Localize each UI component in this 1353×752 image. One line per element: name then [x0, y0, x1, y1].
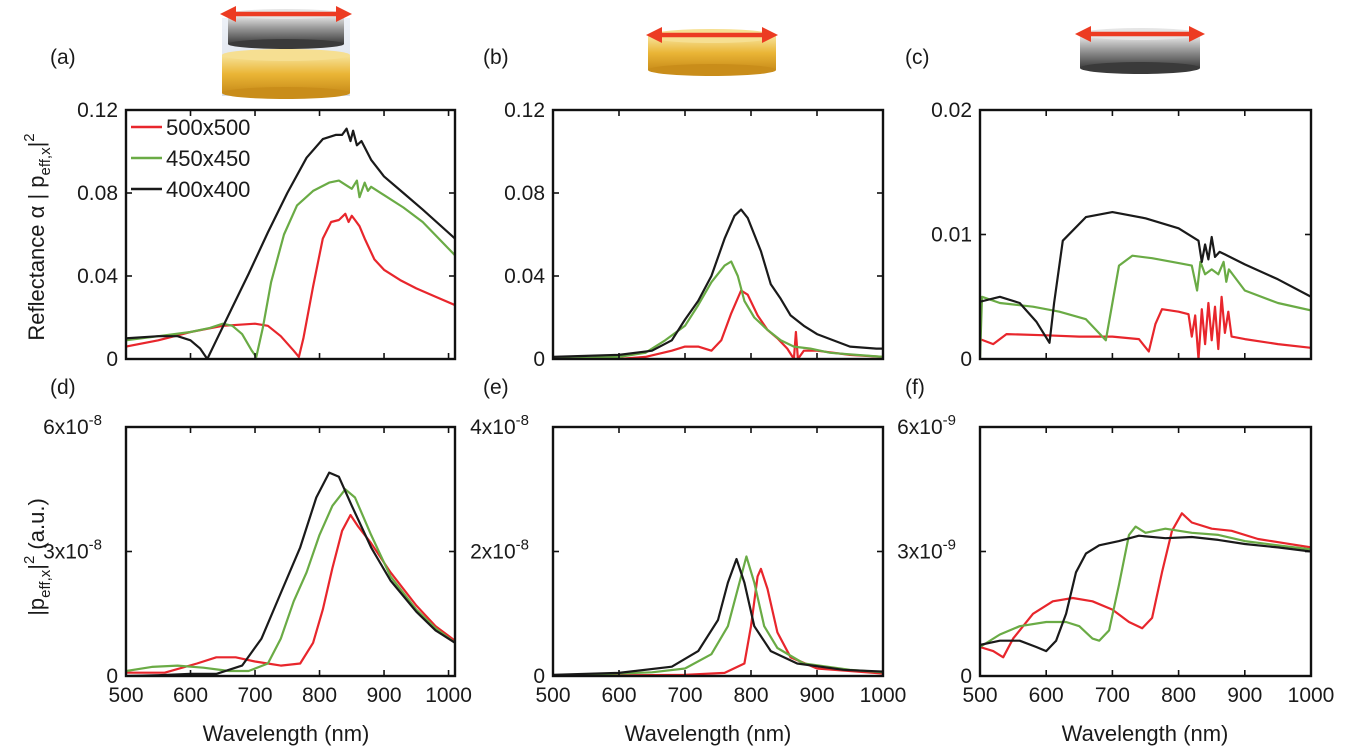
series-line-b-450x450 — [553, 260, 883, 359]
tick-marks-a — [125, 109, 455, 360]
x-tick-label: 700 — [237, 684, 272, 707]
x-tick-label: 800 — [1161, 684, 1196, 707]
plot-d: 0 3x10-8 6x10-8 500 600 700 800 900 1000 — [43, 412, 472, 707]
panel-label-f: (f) — [905, 376, 925, 399]
y-tick-label: 3x10-9 — [897, 537, 956, 564]
series-line-f-500x500 — [980, 512, 1311, 659]
plot-a: 0 0.04 0.08 0.12 — [77, 99, 457, 371]
plot-c: 0 0.01 0.02 — [931, 99, 1313, 371]
plots-layer: 0 0.04 0.08 0.12 0 0.04 0.08 0.12 0 0.01 0.02 0 3x10… — [43, 99, 1334, 707]
y-tick-label: 0 — [106, 348, 118, 371]
polarization-arrow-icon — [220, 6, 1205, 43]
panel-label-b: (b) — [483, 46, 509, 69]
panel-label-c: (c) — [905, 46, 930, 69]
x-tick-label: 600 — [1029, 684, 1064, 707]
series-line-d-450x450 — [126, 488, 455, 673]
y-tick-label: 6x10-9 — [897, 412, 956, 439]
tick-marks-c — [979, 109, 1312, 360]
plot-frame-b — [551, 108, 885, 361]
panel-label-a: (a) — [50, 46, 76, 69]
x-tick-label: 900 — [799, 684, 834, 707]
plot-f: 0 3x10-9 6x10-9 500 600 700 800 900 1000 — [897, 412, 1334, 707]
x-tick-label: 1000 — [1288, 684, 1335, 707]
series-line-b-400x400 — [553, 208, 883, 358]
x-axis-label-d: Wavelength (nm) — [203, 721, 370, 746]
y-tick-label: 0.04 — [504, 265, 545, 288]
plot-e: 0 2x10-8 4x10-8 500 600 700 800 900 1000 — [470, 412, 906, 707]
x-tick-label: 800 — [302, 684, 337, 707]
plot-frame-e — [551, 425, 885, 678]
plot-frame-a — [124, 108, 457, 361]
x-tick-label: 500 — [108, 684, 143, 707]
tick-marks-d — [125, 426, 455, 677]
series-line-d-500x500 — [126, 513, 455, 674]
x-tick-label: 600 — [601, 684, 636, 707]
y-tick-label: 6x10-8 — [43, 412, 102, 439]
y-tick-label: 0 — [533, 348, 545, 371]
y-tick-label: 0 — [960, 348, 972, 371]
series-line-c-450x450 — [980, 254, 1311, 359]
tick-marks-b — [552, 109, 884, 360]
series-line-a-400x400 — [126, 127, 455, 359]
series-line-b-500x500 — [553, 289, 883, 359]
legend-label-400: 400x400 — [166, 177, 250, 202]
y-tick-label: 0 — [960, 665, 972, 688]
y-tick-label: 0.12 — [504, 99, 545, 122]
x-axis-label-e: Wavelength (nm) — [625, 721, 792, 746]
x-tick-label: 1000 — [425, 684, 472, 707]
series-line-e-500x500 — [553, 567, 883, 676]
y-tick-label: 0.02 — [931, 99, 972, 122]
top-y-axis-label: Reflectance α | peff,x|2 — [21, 133, 54, 340]
x-tick-label: 900 — [1227, 684, 1262, 707]
x-tick-label: 700 — [667, 684, 702, 707]
legend: 500x500 450x450 400x400 — [131, 115, 250, 202]
x-tick-label: 500 — [535, 684, 570, 707]
panel-label-d: (d) — [50, 376, 76, 399]
plot-frame-d — [124, 425, 457, 678]
y-tick-label: 2x10-8 — [470, 537, 529, 564]
y-tick-label: 0 — [106, 665, 118, 688]
x-tick-label: 800 — [733, 684, 768, 707]
tick-marks-f — [979, 426, 1312, 677]
series-line-f-450x450 — [980, 525, 1311, 649]
y-tick-label: 0 — [533, 665, 545, 688]
y-tick-label: 4x10-8 — [470, 412, 529, 439]
x-tick-label: 500 — [962, 684, 997, 707]
x-tick-label: 900 — [367, 684, 402, 707]
x-tick-label: 700 — [1095, 684, 1130, 707]
plot-frame-f — [978, 425, 1313, 678]
panel-label-e: (e) — [483, 376, 509, 399]
x-tick-label: 1000 — [860, 684, 907, 707]
y-tick-label: 0.08 — [77, 182, 118, 205]
series-line-d-400x400 — [126, 471, 455, 676]
legend-label-450: 450x450 — [166, 146, 250, 171]
bottom-y-axis-label: |peff,x|2 (a.u.) — [21, 498, 54, 616]
tick-marks-e — [552, 426, 884, 677]
series-line-c-400x400 — [980, 211, 1311, 344]
y-tick-label: 0.04 — [77, 265, 118, 288]
x-tick-label: 600 — [173, 684, 208, 707]
legend-label-500: 500x500 — [166, 115, 250, 140]
plot-frame-c — [978, 108, 1313, 361]
series-line-e-400x400 — [553, 557, 883, 676]
y-tick-label: 0.01 — [931, 224, 972, 247]
y-tick-label: 0.08 — [504, 182, 545, 205]
series-line-a-450x450 — [126, 179, 455, 358]
series-line-c-500x500 — [980, 295, 1311, 359]
series-line-a-500x500 — [126, 212, 455, 358]
x-axis-label-f: Wavelength (nm) — [1062, 721, 1229, 746]
y-tick-label: 0.12 — [77, 99, 118, 122]
plot-b: 0 0.04 0.08 0.12 — [504, 99, 885, 371]
y-tick-label: 3x10-8 — [43, 537, 102, 564]
series-line-f-400x400 — [980, 534, 1311, 653]
gold-and-silicon-disk-stack-icon — [222, 9, 350, 99]
